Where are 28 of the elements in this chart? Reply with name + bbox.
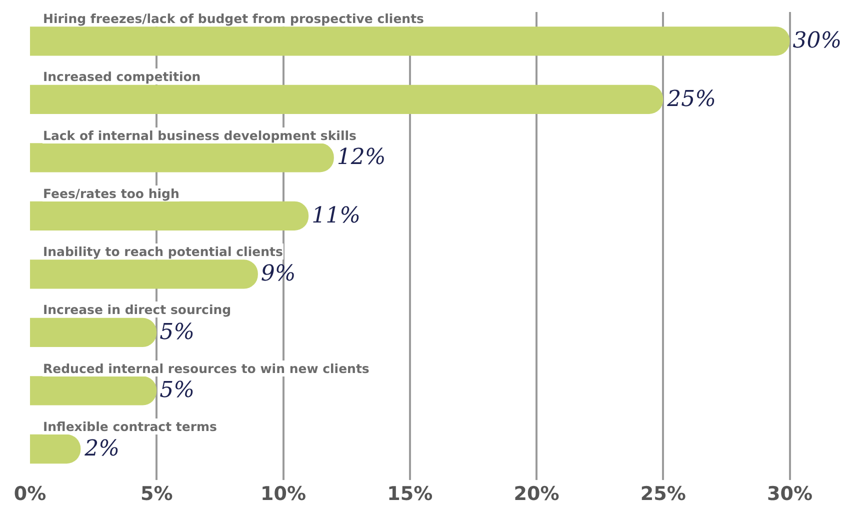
bar	[30, 201, 309, 230]
data-label: 11%	[312, 203, 360, 228]
x-tick-label: 15%	[387, 483, 433, 505]
data-label: 2%	[84, 436, 120, 462]
x-tick-label: 0%	[14, 483, 46, 505]
bar	[30, 318, 157, 348]
y-tick-label: Increased competition	[43, 69, 201, 84]
data-label: 30%	[792, 28, 842, 54]
y-tick-label: Reduced internal resources to win new clients	[43, 361, 370, 376]
y-tick-label: Fees/rates too high	[43, 186, 180, 201]
bar	[30, 260, 258, 289]
x-tick-label: 10%	[260, 483, 306, 505]
y-tick-label: Increase in direct sourcing	[43, 302, 232, 317]
y-tick-label: Inability to reach potential clients	[43, 244, 283, 259]
data-label: 9%	[260, 262, 296, 287]
y-tick-label: Inflexible contract terms	[43, 419, 217, 434]
bar	[30, 84, 664, 114]
x-tick-label: 30%	[767, 483, 812, 505]
data-label: 12%	[336, 145, 386, 170]
x-tick-label: 20%	[514, 483, 560, 505]
x-tick-label: 5%	[140, 483, 173, 505]
bar	[30, 26, 790, 56]
data-label: 25%	[666, 86, 716, 112]
data-label: 5%	[160, 320, 195, 345]
x-tick-label: 25%	[640, 483, 686, 505]
data-label: 5%	[160, 378, 195, 404]
y-tick-label: Hiring freezes/lack of budget from prospective clients	[43, 11, 424, 26]
y-tick-label: Lack of internal business development skills	[43, 128, 356, 143]
